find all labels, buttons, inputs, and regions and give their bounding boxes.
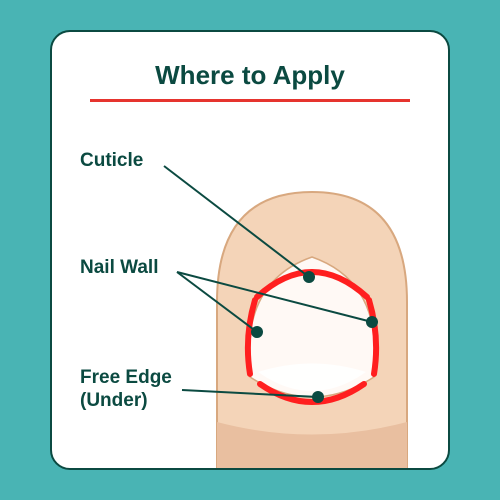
diagram-svg bbox=[52, 122, 450, 470]
label-freeedge: Free Edge(Under) bbox=[80, 367, 172, 413]
nail-diagram: Cuticle Nail Wall Free Edge(Under) bbox=[52, 122, 448, 468]
page-title: Where to Apply bbox=[76, 60, 424, 91]
outer-background: Where to Apply Cuticle Nail Wall Free Ed… bbox=[0, 0, 500, 500]
title-underline bbox=[90, 99, 410, 102]
card: Where to Apply Cuticle Nail Wall Free Ed… bbox=[50, 30, 450, 470]
label-cuticle: Cuticle bbox=[80, 150, 143, 173]
label-nailwall: Nail Wall bbox=[80, 257, 158, 280]
